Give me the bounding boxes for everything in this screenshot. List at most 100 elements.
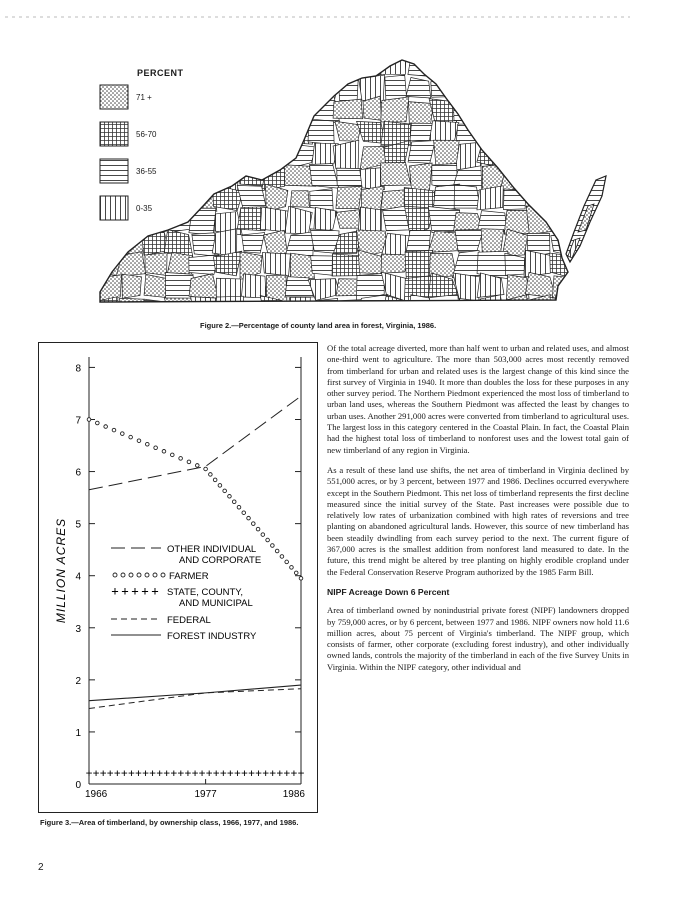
- county-patch: [504, 74, 532, 104]
- farmer-point: [178, 456, 183, 461]
- farmer-point: [217, 483, 223, 488]
- legend-label-71plus: 71 +: [136, 93, 152, 102]
- county-patch: [432, 183, 460, 211]
- county-patch: [144, 252, 168, 276]
- state-county-point: +: [142, 767, 149, 780]
- body-text-column: Of the total acreage diverted, more than…: [327, 343, 629, 682]
- state-county-point: +: [170, 767, 177, 780]
- county-patch: [188, 123, 221, 146]
- y-tick-label: 1: [75, 728, 81, 739]
- county-patch: [500, 122, 528, 145]
- county-patch: [213, 250, 243, 277]
- county-patch: [188, 60, 216, 82]
- county-patch: [284, 100, 313, 124]
- county-patch: [163, 297, 197, 302]
- county-patch: [502, 60, 530, 79]
- county-patch: [332, 98, 364, 120]
- figure-3-caption: Figure 3.—Area of timberland, by ownersh…: [40, 818, 299, 827]
- farmer-point: [203, 466, 208, 472]
- y-tick-label: 4: [75, 572, 81, 583]
- state-county-point: +: [156, 767, 163, 780]
- county-patch: [524, 60, 556, 83]
- county-patch: [188, 207, 217, 236]
- county-patch: [454, 75, 481, 102]
- state-county-point: +: [128, 767, 135, 780]
- legend-swatch-56-70: [99, 121, 129, 147]
- state-county-point: +: [248, 767, 255, 780]
- state-county-point: +: [220, 767, 227, 780]
- county-patch: [405, 77, 432, 99]
- farmer-point: [260, 532, 266, 537]
- county-patch: [188, 75, 220, 101]
- legend-label-0-35: 0-35: [136, 204, 153, 213]
- farmer-point: [270, 543, 275, 548]
- county-patch: [236, 300, 266, 302]
- legend-swatch-71plus: [99, 84, 129, 110]
- county-patch: [313, 206, 338, 236]
- county-patch: [433, 139, 460, 166]
- county-patch: [236, 74, 264, 103]
- farmer-point: [111, 427, 117, 433]
- county-patch: [523, 249, 556, 278]
- county-patch: [211, 141, 244, 171]
- county-patch: [192, 163, 219, 191]
- state-county-point: +: [93, 767, 100, 780]
- county-patch: [211, 228, 238, 258]
- state-county-point: +: [149, 767, 156, 780]
- county-patch: [380, 162, 412, 187]
- county-patch: [284, 81, 315, 100]
- series-line-long-dash: [88, 395, 302, 491]
- county-patch: [100, 60, 120, 82]
- county-patch: [213, 76, 241, 101]
- legend-key-plus: +: [131, 584, 138, 598]
- county-patch: [505, 274, 530, 301]
- state-county-point: +: [241, 767, 248, 780]
- farmer-point: [161, 449, 167, 454]
- county-patch: [523, 163, 550, 190]
- county-patch: [239, 251, 263, 281]
- county-patch: [527, 125, 555, 148]
- legend-key-plus: +: [121, 584, 128, 598]
- county-patch: [501, 228, 529, 257]
- county-patch: [550, 60, 568, 80]
- state-county-point: +: [192, 767, 199, 780]
- farmer-point: [153, 445, 158, 451]
- paragraph-nipf-acreage: Area of timberland owned by nonindustria…: [327, 605, 629, 672]
- county-patch: [525, 271, 557, 299]
- county-patch: [235, 101, 267, 125]
- county-patch: [527, 100, 557, 122]
- state-county-point: +: [178, 767, 185, 780]
- county-patch: [169, 143, 197, 169]
- county-patch: [309, 163, 340, 189]
- county-patch: [169, 120, 196, 148]
- state-county-point: +: [135, 767, 142, 780]
- county-patch: [547, 121, 568, 149]
- county-patch: [553, 166, 568, 191]
- county-patch: [259, 118, 291, 146]
- legend-key-plus: +: [111, 584, 118, 598]
- county-patch: [499, 164, 530, 191]
- y-tick-label: 8: [75, 363, 81, 374]
- county-patch: [528, 76, 554, 100]
- county-patch: [380, 60, 407, 75]
- farmer-point: [208, 472, 213, 477]
- farmer-point: [279, 554, 285, 559]
- county-patch: [284, 205, 313, 235]
- county-patch: [289, 190, 310, 208]
- county-patch: [499, 294, 532, 302]
- county-patch: [503, 188, 527, 210]
- county-patch: [188, 186, 218, 212]
- county-patch: [407, 60, 430, 77]
- county-patch: [290, 252, 315, 279]
- county-patch: [261, 252, 291, 277]
- paragraph-net-timberland-decline: As a result of these land use shifts, th…: [327, 464, 629, 577]
- y-tick-label: 6: [75, 468, 81, 479]
- state-county-point: +: [199, 767, 206, 780]
- farmer-point: [241, 510, 247, 515]
- county-patch: [380, 120, 411, 147]
- y-tick-label: 7: [75, 415, 81, 426]
- county-patch: [213, 95, 240, 122]
- county-patch: [356, 120, 386, 144]
- county-patch: [188, 254, 220, 275]
- county-patch: [480, 228, 505, 256]
